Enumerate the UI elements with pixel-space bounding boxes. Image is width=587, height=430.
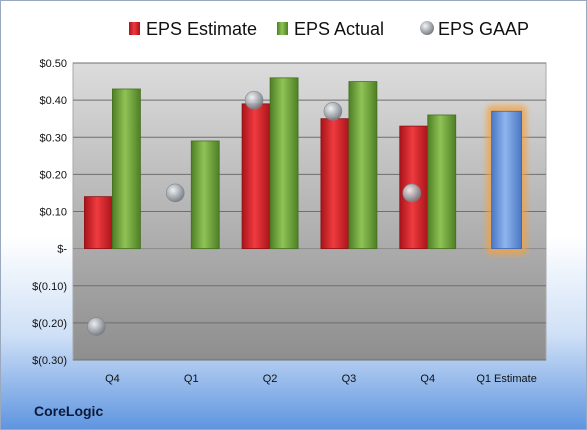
company-name: CoreLogic xyxy=(34,403,104,419)
bars xyxy=(84,77,527,255)
x-tick-label: Q3 xyxy=(342,373,357,385)
gridlines xyxy=(73,62,546,361)
eps-estimate-bar xyxy=(241,103,271,250)
x-tick-label: Q4 xyxy=(420,373,435,385)
legend-label: EPS Estimate xyxy=(146,19,257,39)
y-tick-label: $0.30 xyxy=(39,132,67,144)
eps-actual-bar xyxy=(112,88,141,250)
eps-gaap-point xyxy=(165,183,185,203)
legend-item: EPS GAAP xyxy=(420,19,529,39)
eps-actual-bar xyxy=(348,81,378,250)
y-tick-label: $0.50 xyxy=(39,58,67,70)
x-tick-label: Q1 xyxy=(184,373,199,385)
x-tick-label: Q1 Estimate xyxy=(476,373,537,385)
eps-gaap-point xyxy=(402,183,422,203)
chart-legend: EPS Estimate EPS Actual EPS GAAP xyxy=(129,19,529,39)
y-tick-label: $0.40 xyxy=(39,95,67,107)
legend-swatch xyxy=(129,22,140,35)
x-axis: Q4 Q1 Q2 Q3 Q4 Q1 Estimate xyxy=(105,373,537,385)
forecast-estimate-bar xyxy=(491,110,522,250)
y-tick-label: $- xyxy=(57,244,67,256)
eps-actual-bar xyxy=(190,140,220,250)
legend-item: EPS Estimate xyxy=(129,19,257,39)
eps-gaap-point xyxy=(323,101,343,121)
legend-label: EPS GAAP xyxy=(438,19,529,39)
y-tick-label: $(0.20) xyxy=(32,318,67,330)
y-axis: $0.50 $0.40 $0.30 $0.20 $0.10 $- $(0.10) $(0.20… xyxy=(32,58,67,367)
legend-item: EPS Actual xyxy=(277,19,384,39)
x-tick-label: Q4 xyxy=(105,373,120,385)
eps-gaap-point xyxy=(244,90,264,110)
legend-label: EPS Actual xyxy=(294,19,384,39)
eps-actual-bar xyxy=(427,114,457,250)
legend-swatch xyxy=(420,21,434,35)
y-tick-label: $(0.30) xyxy=(32,355,67,367)
y-tick-label: $0.20 xyxy=(39,169,67,181)
eps-estimate-bar xyxy=(320,118,350,250)
eps-actual-bar xyxy=(269,77,299,250)
eps-estimate-bar xyxy=(84,196,113,250)
legend-swatch xyxy=(277,22,288,35)
y-tick-label: $(0.10) xyxy=(32,281,67,293)
gaap-points xyxy=(87,90,422,336)
eps-gaap-point xyxy=(87,317,106,336)
y-tick-label: $0.10 xyxy=(39,207,67,219)
x-tick-label: Q2 xyxy=(263,373,278,385)
